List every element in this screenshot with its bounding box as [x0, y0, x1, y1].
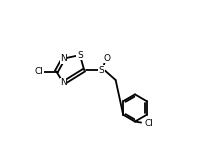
Text: N: N	[60, 79, 67, 87]
Text: S: S	[98, 66, 104, 75]
Text: Cl: Cl	[144, 119, 153, 128]
Text: O: O	[104, 54, 111, 63]
Text: S: S	[77, 51, 83, 59]
Text: N: N	[60, 54, 67, 63]
Text: Cl: Cl	[35, 67, 44, 76]
